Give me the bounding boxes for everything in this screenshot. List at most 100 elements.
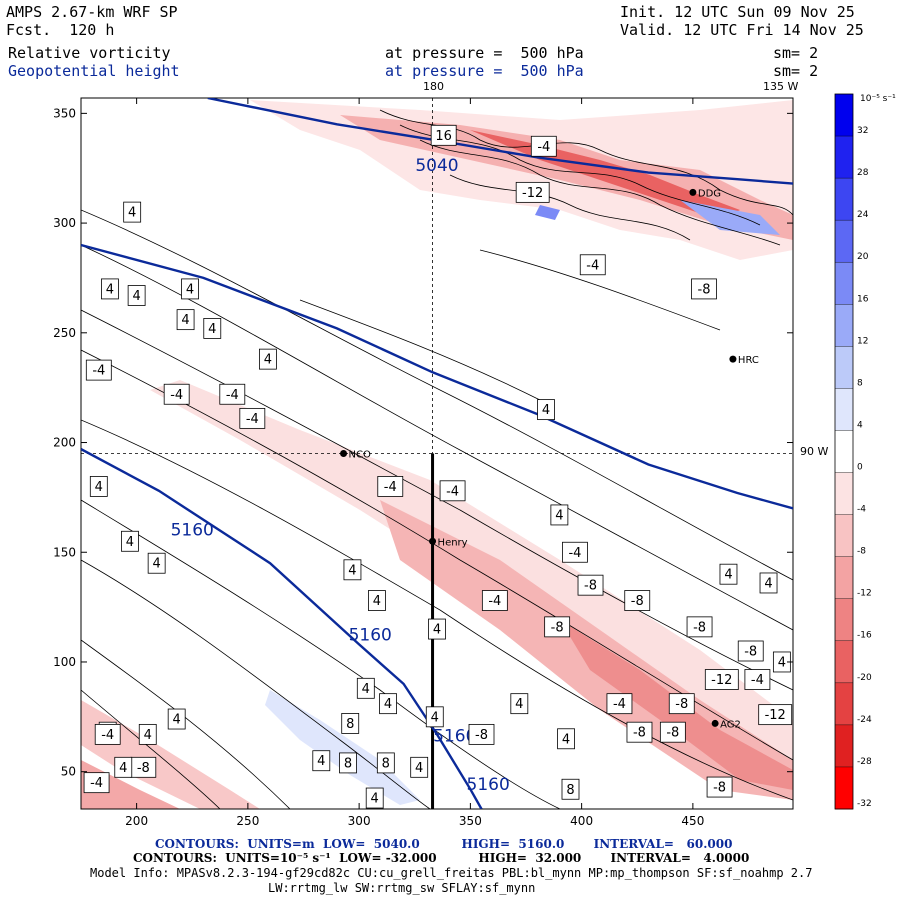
vorticity-label-text: -8 — [744, 645, 757, 660]
vorticity-label-text: 4 — [415, 761, 423, 776]
vorticity-label-box — [579, 254, 606, 276]
vorticity-label-box — [203, 318, 222, 339]
vorticity-label-5: 4 — [203, 318, 222, 339]
colorbar-tick-label: 0 — [857, 463, 863, 473]
station-marker-nco — [340, 450, 348, 457]
station-label-hrc: HRC — [738, 355, 759, 366]
vorticity-label-text: -4 — [537, 140, 550, 155]
vorticity-label-text: -4 — [751, 673, 764, 688]
y-tick-label: 300 — [53, 216, 76, 230]
vorticity-label-box — [439, 480, 466, 502]
vorticity-label-37: -4 — [744, 669, 771, 690]
vorticity-label-box — [562, 541, 588, 563]
vorticity-label-box — [577, 574, 604, 596]
vorticity-label-text: 16 — [435, 129, 452, 144]
colorbar-swatch — [835, 640, 853, 684]
vorticity-label-box — [510, 693, 529, 715]
vorticity-label-9: -4 — [219, 383, 246, 405]
colorbar-tick-label: 20 — [857, 252, 869, 262]
vorticity-label-1: 4 — [101, 278, 119, 300]
vorticity-label-text: 4 — [373, 594, 381, 609]
colorbar-tick-label: 12 — [857, 336, 868, 346]
vorticity-label-21: 4 — [368, 590, 386, 611]
vorticity-label-55: 4 — [114, 756, 133, 778]
x-tick-label: 450 — [681, 814, 704, 828]
colorbar-tick-label: -8 — [857, 547, 866, 557]
colorbar-tick-label: 32 — [857, 126, 868, 136]
vorticity-label-box — [114, 756, 133, 778]
height-contours — [81, 98, 793, 809]
vorticity-label-24: 4 — [719, 563, 738, 585]
colorbar-tick-label: -28 — [857, 757, 872, 767]
vorticity-label-text: 4 — [186, 282, 194, 297]
lon-label-90w: 90 W — [800, 445, 828, 458]
vorticity-label-2: 4 — [127, 285, 146, 306]
vorticity-label-box — [83, 772, 110, 794]
colorbar: 32 28 24 20 16 12 8 4 0 -4 -8 -12 -16 -20 -24 -28 -32 — [834, 93, 872, 810]
vorticity-label-box — [101, 278, 119, 300]
vorticity-label-45: -8 — [468, 723, 495, 745]
vorticity-label-52: 4 — [410, 756, 429, 778]
vorticity-label-box — [686, 616, 713, 638]
vorticity-label-box — [659, 721, 686, 743]
colorbar-tick-label: -12 — [857, 589, 872, 599]
vorticity-label-box — [430, 124, 457, 146]
colorbar-tick-label: -20 — [857, 673, 872, 683]
vorticity-label-box — [377, 476, 404, 497]
vorticity-label-42: 4 — [138, 723, 157, 745]
vorticity-label-text: 8 — [344, 756, 352, 771]
vorticity-label-text: -4 — [488, 594, 501, 609]
vorticity-label-box — [530, 135, 557, 157]
vorticity-label-63: 16 — [430, 124, 457, 146]
height-contour-0 — [207, 98, 793, 185]
x-tick-label: 400 — [570, 814, 593, 828]
colorbar-swatch — [835, 220, 853, 263]
vorticity-label-box — [181, 278, 199, 300]
y-tick-label: 200 — [53, 436, 76, 450]
vorticity-label-text: -4 — [226, 388, 239, 403]
vorticity-label-text: -12 — [711, 673, 732, 688]
vorticity-label-text: 4 — [431, 710, 439, 725]
vorticity-label-12: 4 — [89, 476, 108, 497]
vorticity-label-text: 4 — [371, 792, 379, 807]
x-axis: 200 250 300 350 400 450 — [125, 98, 704, 828]
vorticity-label-32: 4 — [379, 693, 397, 715]
vorticity-label-10: -4 — [239, 407, 266, 429]
vorticity-label-7: -4 — [85, 359, 112, 381]
station-marker-ddg — [689, 188, 697, 196]
vorticity-label-box — [468, 723, 495, 745]
field2-level: at pressure = 500 hPa — [385, 62, 584, 80]
vorticity-label-box — [343, 559, 362, 581]
vorticity-label-box — [258, 348, 277, 370]
colorbar-swatch — [835, 178, 853, 221]
station-marker-henry — [429, 537, 437, 545]
colorbar-tick-label: 28 — [857, 168, 869, 178]
vorticity-label-box — [691, 278, 717, 300]
vorticity-label-box — [123, 201, 142, 223]
vorticity-label-box — [758, 704, 793, 726]
vorticity-label-box — [356, 677, 375, 699]
vorticity-label-17: 4 — [147, 552, 166, 574]
station-label-nco: NCO — [349, 450, 371, 461]
vorticity-label-33: 4 — [510, 693, 529, 715]
vorticity-label-51: 8 — [376, 752, 395, 774]
vorticity-label-36: -12 — [704, 669, 739, 690]
vorticity-label-box — [341, 713, 360, 734]
vorticity-label-text: -4 — [92, 364, 105, 379]
vorticity-label-box — [425, 706, 444, 728]
station-label-ag2: AG2 — [720, 719, 741, 730]
vorticity-label-box — [759, 572, 778, 594]
vorticity-label-box — [219, 383, 246, 405]
vorticity-label-text: 4 — [126, 535, 134, 550]
vorticity-label-box — [737, 640, 764, 662]
vorticity-label-text: 8 — [382, 756, 390, 771]
vorticity-label-19: 4 — [343, 559, 362, 581]
forecast-label: Fcst. 120 h — [6, 21, 114, 39]
vorticity-label-box — [365, 787, 384, 809]
vorticity-label-text: 4 — [264, 353, 272, 368]
vorticity-label-39: 4 — [425, 706, 444, 728]
vorticity-label-58: -8 — [706, 776, 733, 798]
vorticity-label-box — [94, 723, 121, 745]
footer-model-info: Model Info: MPASv8.2.3-194-gf29cd82c CU:… — [90, 866, 813, 880]
